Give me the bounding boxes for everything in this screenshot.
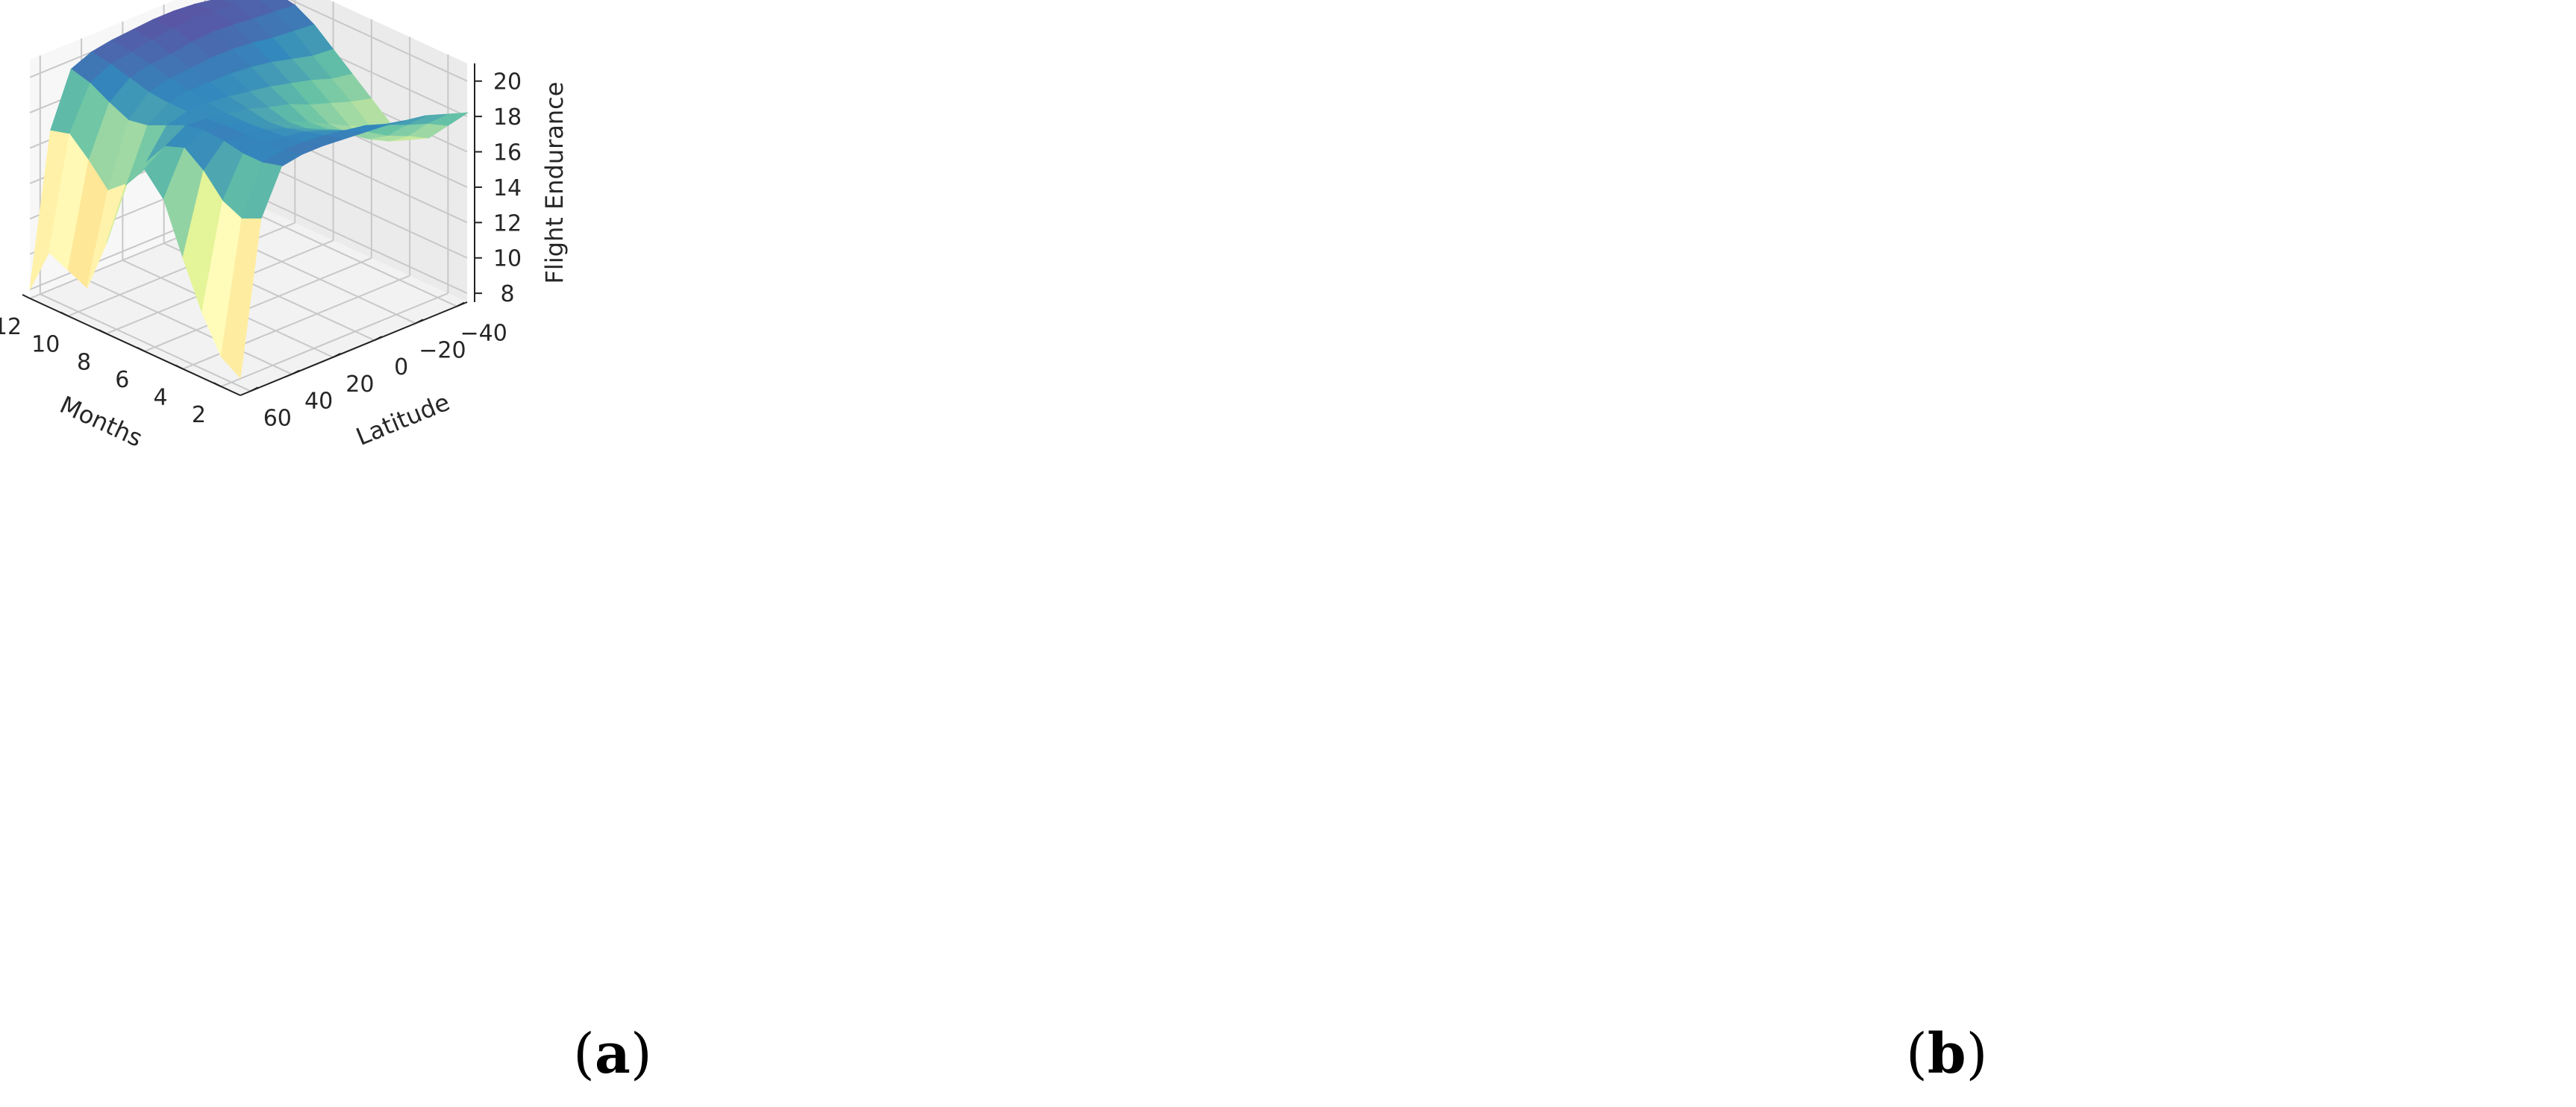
z-tick-label: 12: [493, 210, 522, 236]
latitude-tick: [332, 352, 341, 358]
month-tick: [99, 329, 107, 335]
z-tick-label: 16: [493, 140, 522, 166]
month-tick-label: 8: [77, 349, 91, 375]
latitude-tick-label: −20: [419, 337, 466, 363]
month-tick-label: 2: [192, 402, 206, 428]
grid-line-month: [220, 292, 448, 388]
month-tick-label: 6: [115, 367, 129, 393]
z-tick-label: 8: [500, 281, 514, 307]
month-tick: [60, 311, 69, 317]
surface-plot-b: 24681012−40−2002040608101214161820Months…: [580, 0, 1166, 460]
caption-a-letter: a: [594, 1022, 631, 1086]
month-tick: [213, 382, 222, 388]
month-tick-label: 4: [154, 385, 168, 411]
chart-panel-a: 2 4 6 8 10 12 60 40 20 0 −20 −40 8 10 12 14 16 18 20 Months…: [0, 0, 652, 1086]
latitude-tick: [291, 369, 300, 375]
grid-line-latitude: [81, 276, 293, 375]
caption-b: (b): [1906, 1022, 1988, 1086]
latitude-tick: [250, 386, 259, 392]
z-tick-label: 10: [493, 246, 522, 272]
z-axis-label: Flight Endurance: [540, 82, 569, 284]
caption-b-letter: b: [1927, 1022, 1966, 1086]
caption-a: (a): [573, 1022, 652, 1086]
chart-panel-b: 24681012−40−2002040608101214161820Months…: [580, 0, 2576, 1107]
latitude-tick: [415, 319, 424, 324]
months-axis-label: Months: [56, 390, 147, 452]
latitude-tick: [374, 336, 383, 342]
surface-patch: [220, 218, 262, 379]
month-tick: [137, 347, 146, 352]
latitude-tick-label: 60: [263, 405, 292, 431]
month-tick-label: 12: [0, 314, 22, 340]
latitude-tick-label: 40: [304, 389, 333, 415]
grid-line-latitude: [40, 293, 251, 392]
z-tick-label: 18: [493, 104, 522, 131]
latitude-tick-label: −40: [460, 321, 507, 347]
surface-plot-a: 246810126040200−20−408101214161820Months…: [0, 0, 569, 453]
z-tick-label: 14: [493, 175, 522, 201]
latitude-tick-label: 0: [394, 354, 408, 380]
month-tick: [175, 364, 184, 370]
latitude-tick: [456, 301, 465, 307]
z-tick-label: 20: [493, 69, 522, 95]
month-tick: [22, 294, 31, 299]
month-tick-label: 10: [31, 332, 60, 358]
grid-line-latitude: [246, 208, 457, 307]
latitude-tick-label: 20: [346, 371, 374, 398]
latitude-axis-line: [240, 301, 468, 396]
surface-mesh: [29, 0, 469, 379]
grid-line-month: [144, 257, 372, 352]
